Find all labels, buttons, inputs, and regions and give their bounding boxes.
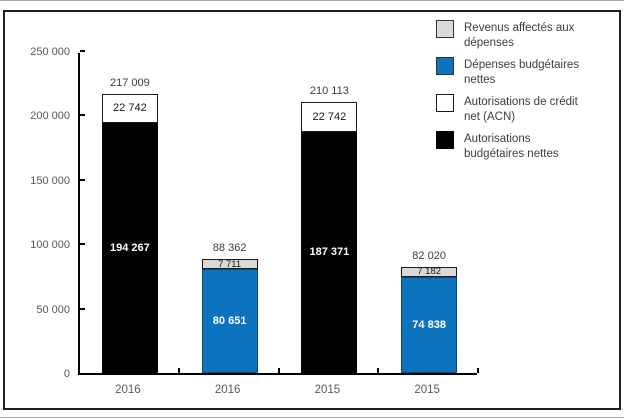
top-hairline xyxy=(0,0,624,1)
bar: 80 651 7 711 88 362 xyxy=(201,242,258,373)
bar-segment-blue: 80 651 xyxy=(201,269,258,373)
bar-total-label: 88 362 xyxy=(212,242,247,255)
legend: Revenus affectés aux dépenses Dépenses bud… xyxy=(436,20,616,168)
legend-swatch-black-icon xyxy=(436,131,454,149)
bar: 74 838 7 182 82 020 xyxy=(401,250,458,373)
x-axis-tick xyxy=(277,368,280,373)
plot-area: 194 267 22 742 217 009 80 651 7 711 88 362 187… xyxy=(78,50,479,375)
segment-value-label: 22 742 xyxy=(113,102,147,115)
legend-item-label: Autorisations budgétaires nettes xyxy=(464,133,559,160)
y-tick-label: 50 000 xyxy=(36,303,70,316)
bar-total-label: 217 009 xyxy=(109,76,150,89)
y-tick-label: 250 000 xyxy=(30,46,70,58)
x-axis-tick xyxy=(377,368,380,373)
legend-item-label: Revenus affectés aux dépenses xyxy=(464,22,575,49)
segment-value-label: 74 838 xyxy=(412,318,446,331)
y-tick-label: 150 000 xyxy=(30,174,70,187)
legend-item: Revenus affectés aux dépenses xyxy=(436,20,616,50)
bar-total-label: 210 113 xyxy=(309,85,349,98)
segment-value-label: 80 651 xyxy=(212,315,247,328)
y-tick-label: 200 000 xyxy=(30,110,70,123)
y-axis-tick xyxy=(80,114,85,117)
legend-swatch-gray-icon xyxy=(436,20,454,38)
legend-item-label: Autorisations de crédit net (ACN) xyxy=(464,96,578,123)
x-category-label: 2016 xyxy=(115,384,141,396)
legend-item-label: Dépenses budgétaires nettes xyxy=(464,59,580,86)
legend-item: Dépenses budgétaires nettes xyxy=(436,57,616,87)
x-axis-tick xyxy=(177,368,180,373)
bar-segment-blue: 74 838 xyxy=(401,276,458,373)
legend-item: Autorisations budgétaires nettes xyxy=(436,131,616,161)
x-category-label: 2015 xyxy=(414,384,440,396)
y-axis-tick xyxy=(80,178,85,181)
legend-swatch-white-icon xyxy=(436,94,454,112)
y-tick-label: 100 000 xyxy=(30,239,70,252)
segment-value-label: 187 371 xyxy=(309,246,350,259)
legend-item: Autorisations de crédit net (ACN) xyxy=(436,94,616,124)
y-axis-tick xyxy=(80,50,85,52)
bar-segment-black: 187 371 xyxy=(301,131,358,373)
segment-value-label: 194 267 xyxy=(109,241,150,254)
y-axis-tick xyxy=(80,243,85,246)
y-tick-label: 0 xyxy=(63,368,70,380)
segment-value-label: 7 711 xyxy=(218,258,242,270)
y-axis-tick xyxy=(80,307,85,310)
legend-swatch-blue-icon xyxy=(436,57,454,75)
bar-segment-black: 194 267 xyxy=(101,122,158,373)
bar-segment-gray: 7 711 xyxy=(201,258,258,270)
bar: 194 267 22 742 217 009 xyxy=(101,77,158,373)
segment-value-label: 7 182 xyxy=(417,266,442,278)
bottom-hairline xyxy=(0,417,624,418)
bar: 187 371 22 742 210 113 xyxy=(301,85,358,373)
x-category-label: 2016 xyxy=(214,384,241,396)
x-axis-tick xyxy=(477,368,479,373)
bar-segment-gray: 7 182 xyxy=(401,266,458,278)
bar-segment-white: 22 742 xyxy=(101,93,158,123)
bar-segment-white: 22 742 xyxy=(301,102,358,132)
bar-total-label: 82 020 xyxy=(412,250,446,263)
x-category-label: 2015 xyxy=(314,384,341,396)
segment-value-label: 22 742 xyxy=(312,111,347,124)
